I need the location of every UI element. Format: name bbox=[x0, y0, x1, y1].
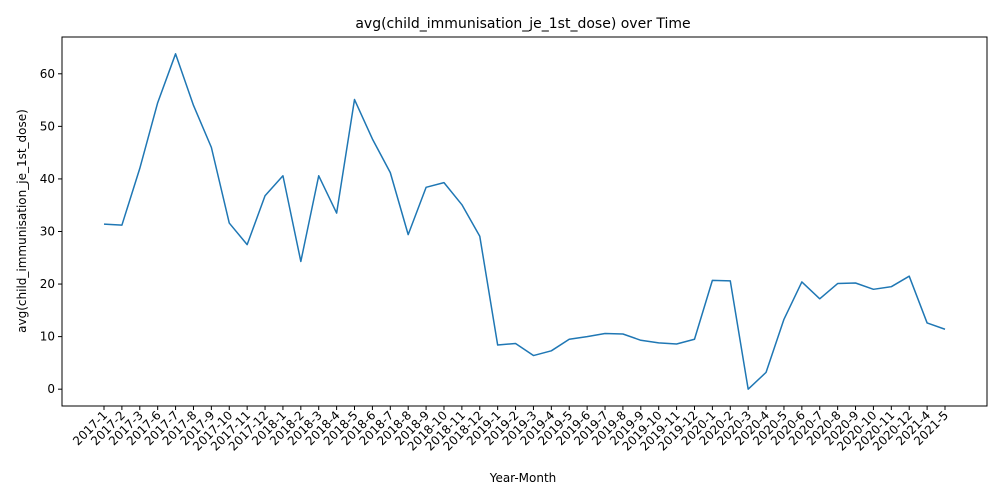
x-axis: 2017-12017-22017-32017-62017-72017-82017… bbox=[70, 406, 951, 454]
y-tick-label: 50 bbox=[40, 119, 55, 133]
plot-area-frame bbox=[61, 36, 988, 407]
y-tick-label: 30 bbox=[40, 224, 55, 238]
y-axis: 0 10 20 30 40 50 60 bbox=[40, 67, 62, 396]
y-tick-label: 0 bbox=[47, 382, 55, 396]
x-axis-label: Year-Month bbox=[489, 471, 557, 485]
chart-title: avg(child_immunisation_je_1st_dose) over… bbox=[355, 16, 690, 32]
y-tick-label: 10 bbox=[40, 330, 55, 344]
y-tick-label: 60 bbox=[40, 67, 55, 81]
series-line bbox=[103, 53, 946, 390]
y-tick-label: 20 bbox=[40, 277, 55, 291]
y-tick-label: 40 bbox=[40, 172, 55, 186]
y-axis-label: avg(child_immunisation_je_1st_dose) bbox=[15, 109, 29, 333]
